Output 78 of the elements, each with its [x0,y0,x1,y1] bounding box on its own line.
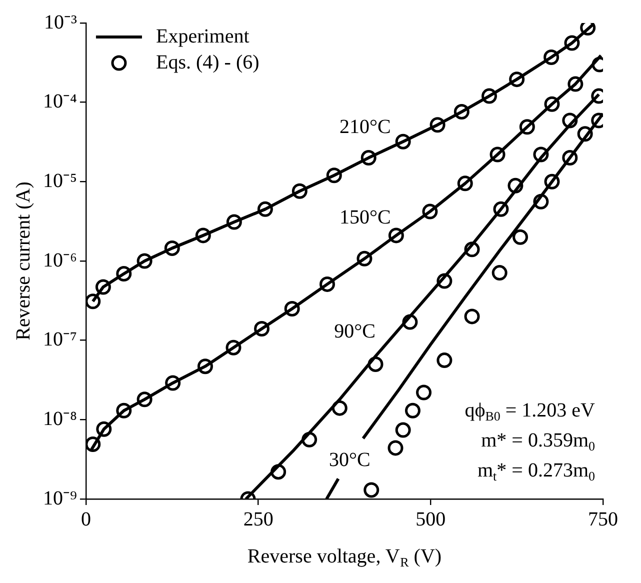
point [116,402,132,418]
point [257,201,273,217]
point [464,242,480,258]
x-tick-label: 750 [588,508,618,530]
point [562,150,578,166]
point [395,134,411,150]
point [364,482,380,498]
point [395,422,411,438]
point [544,174,560,190]
point [519,119,535,135]
point [360,150,376,166]
point [96,421,112,437]
point [332,400,348,416]
point [512,229,528,245]
point [402,314,418,330]
x-tick-label: 0 [80,508,91,530]
point [454,104,470,120]
x-tick-label: 250 [243,508,274,530]
point [254,320,270,336]
x-tick-label: 500 [416,508,446,530]
point [430,117,446,133]
point [95,279,111,295]
point [164,240,180,256]
point [464,308,480,324]
point [564,35,580,51]
point [533,194,549,210]
point [568,76,584,92]
point [416,384,432,400]
y-tick-label: 10⁻⁶ [42,249,77,272]
point [136,253,152,269]
legend-label: Eqs. (4) - (6) [156,51,260,74]
y-tick-label: 10⁻⁴ [42,90,77,113]
point [436,273,452,289]
annotation: 210°C [340,116,391,138]
point [326,168,342,184]
point [388,440,404,456]
point [577,126,593,142]
point [284,301,300,317]
legend-label: Experiment [156,25,250,48]
point [457,176,473,192]
point [436,352,452,368]
point [226,340,242,356]
point [493,201,509,217]
point [86,436,101,452]
point [292,183,308,199]
point [490,146,506,162]
point [165,375,181,391]
point [302,432,318,448]
point [422,204,438,220]
y-tick-label: 10⁻³ [44,11,77,34]
annotation: 150°C [340,206,391,228]
annotation: 90°C [334,320,376,343]
point [320,276,335,292]
point [356,250,372,266]
point [544,50,560,66]
point [195,228,211,244]
point [270,464,286,480]
point [368,356,384,372]
y-axis-title: Reverse current (A) [12,182,34,340]
point [86,294,101,310]
point [482,88,498,104]
point [404,402,420,418]
point [116,266,132,282]
point [544,96,560,112]
y-tick-label: 10⁻⁹ [42,487,77,510]
point [492,265,508,281]
point [136,392,152,408]
point [509,72,525,88]
y-tick-label: 10⁻⁵ [42,170,77,192]
point [508,178,524,194]
annotation: 30°C [328,449,370,472]
point [388,228,404,244]
point [197,358,213,374]
y-tick-label: 10⁻⁸ [42,408,77,430]
point [562,112,578,128]
point [226,214,242,230]
point [533,146,549,162]
y-tick-label: 10⁻⁷ [42,328,77,351]
